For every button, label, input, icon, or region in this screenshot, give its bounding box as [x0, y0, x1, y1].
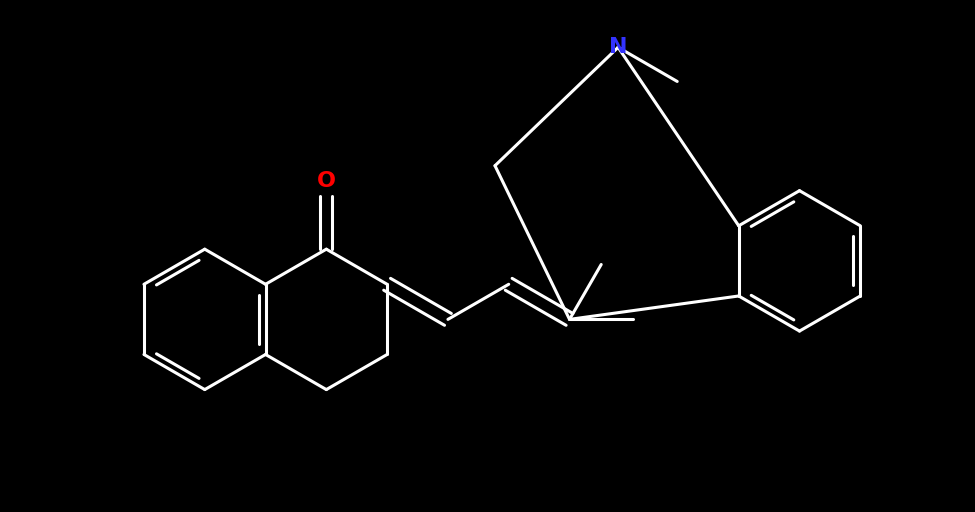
Text: N: N	[608, 37, 627, 57]
Text: O: O	[317, 170, 335, 190]
